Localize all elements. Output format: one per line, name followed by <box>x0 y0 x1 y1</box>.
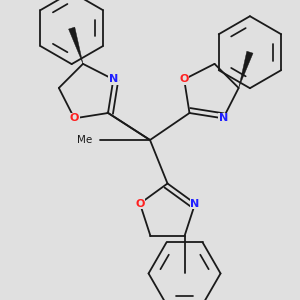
Text: O: O <box>179 74 189 84</box>
Polygon shape <box>238 51 253 88</box>
Text: N: N <box>109 74 118 84</box>
Polygon shape <box>69 27 83 64</box>
Text: O: O <box>135 199 145 208</box>
Text: N: N <box>190 199 200 208</box>
Text: O: O <box>70 113 79 123</box>
Text: N: N <box>218 113 228 123</box>
Text: Me: Me <box>77 135 92 145</box>
